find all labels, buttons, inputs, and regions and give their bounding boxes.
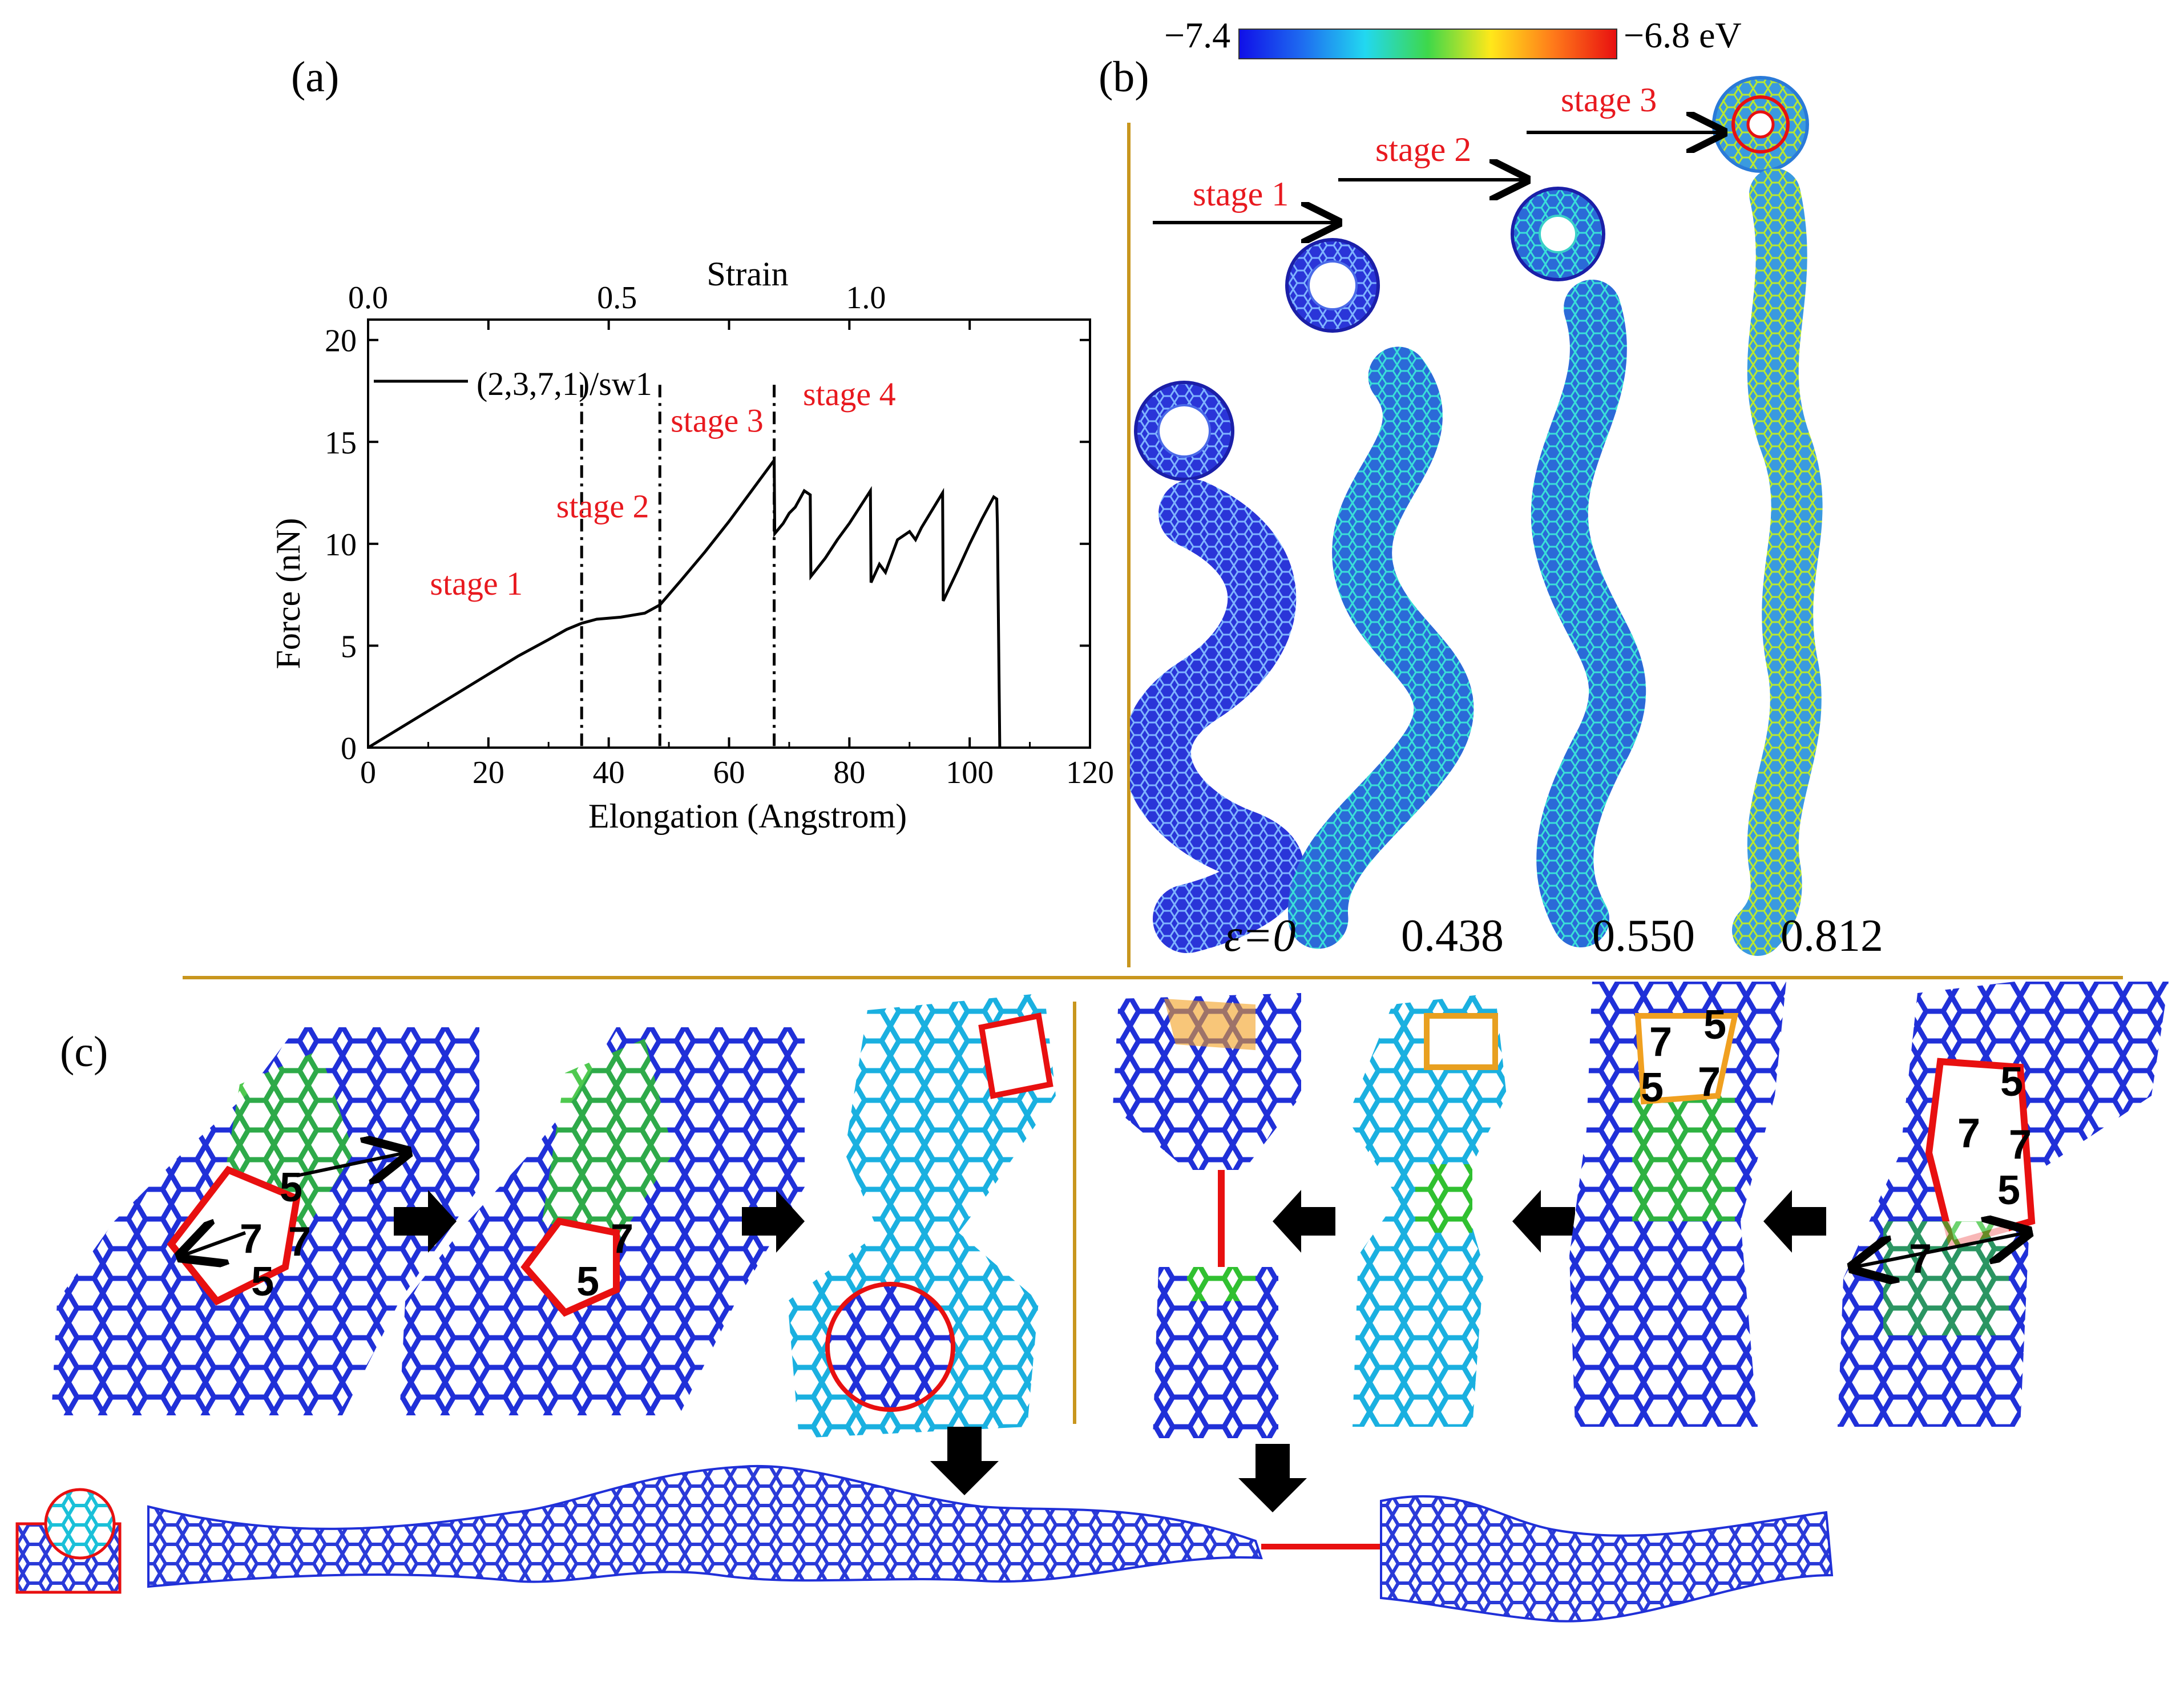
sequence-arrow-left-1 <box>1273 1190 1335 1253</box>
chart-svg: 0 20 40 60 80 100 120 0.0 0.5 1.0 0 5 10 15 20 (2,3,7,… <box>251 240 1141 856</box>
nanotube-strain-0550 <box>1511 187 1646 947</box>
panel-label-b: (b) <box>1099 53 1149 101</box>
defect-label: 7 <box>240 1216 263 1262</box>
sequence-arrow-right-2 <box>742 1190 805 1253</box>
panel-b-divider <box>1127 123 1131 967</box>
y-axis-label: Force (nN) <box>269 518 307 669</box>
sequence-arrow-left-2 <box>1512 1190 1575 1253</box>
stage-labels: stage 1 stage 2 stage 3 stage 4 <box>430 376 895 602</box>
defect-label: 5 <box>251 1259 274 1305</box>
nanotube-strain-0438 <box>1285 238 1474 949</box>
sequence-arrow-down-1 <box>930 1427 999 1495</box>
stage-3-label: stage 3 <box>1561 81 1657 119</box>
defect-label: 5 <box>2000 1059 2023 1105</box>
stage-2-label: stage 2 <box>1375 131 1471 168</box>
defect-snapshot-7: 5 7 7 5 7 <box>1838 982 2169 1427</box>
strain-arrow-right <box>1940 1233 2026 1250</box>
x-tick-label: 60 <box>713 755 745 790</box>
top-tick-label: 0.0 <box>348 280 388 316</box>
fractured-nanotube-full <box>15 1464 1834 1623</box>
panel-b-structures: stage 1 stage 2 stage 3 <box>1130 76 1823 956</box>
y-tick-label: 10 <box>325 527 357 563</box>
top-axis-label: Strain <box>707 255 788 293</box>
strain-arrow-left <box>183 1233 247 1256</box>
stage-label: stage 3 <box>671 402 764 439</box>
panel-c-structures: 5 7 7 5 7 5 7 <box>15 982 2169 1623</box>
defect-label: 5 <box>1641 1065 1664 1111</box>
sequence-arrow-left-3 <box>1763 1190 1826 1253</box>
x-tick-label: 120 <box>1066 755 1114 790</box>
strain-label-2: 0.550 <box>1592 911 1695 961</box>
defect-label: 7 <box>1957 1111 1980 1156</box>
panel-c-vertical-divider <box>1073 1002 1076 1424</box>
strain-label-0: ε=0 <box>1224 911 1296 961</box>
defect-label: 5 <box>576 1259 599 1305</box>
strain-label-3: 0.812 <box>1781 911 1883 961</box>
sequence-arrow-right-1 <box>394 1190 457 1253</box>
defect-label: 7 <box>1909 1236 1932 1282</box>
defect-label: 7 <box>1649 1019 1672 1065</box>
top-tick-label: 1.0 <box>846 280 886 316</box>
y-tick-label: 20 <box>325 324 357 359</box>
stage-divider-lines <box>580 385 776 748</box>
x-tick-label: 20 <box>473 755 504 790</box>
strain-arrow-left <box>1855 1250 1941 1267</box>
stage-1-arrow: stage 1 <box>1153 175 1335 223</box>
strain-arrow-right <box>296 1153 405 1176</box>
nanotube-strain-0 <box>1130 381 1304 953</box>
defect-label: 7 <box>2009 1122 2032 1168</box>
defect-label: 7 <box>611 1216 633 1262</box>
colorbar-min-label: −7.4 <box>1164 15 1231 55</box>
top-tick-label: 0.5 <box>597 280 637 316</box>
x-axis-label: Elongation (Angstrom) <box>588 797 907 835</box>
defect-label: 5 <box>280 1165 302 1210</box>
panel-label-a: (a) <box>291 53 340 101</box>
stage-label: stage 4 <box>803 376 896 413</box>
tube-end-view <box>15 1488 122 1594</box>
panel-c-divider <box>183 976 2123 979</box>
legend-label: (2,3,7,1)/sw1 <box>477 365 652 402</box>
defect-snapshot-1: 5 7 7 5 <box>51 1027 479 1415</box>
x-tick-label: 40 <box>593 755 625 790</box>
stage-label: stage 1 <box>430 565 523 602</box>
defect-snapshot-5 <box>1347 993 1507 1427</box>
defect-snapshot-6: 7 5 5 7 <box>1569 982 1786 1427</box>
strain-label-1: 0.438 <box>1401 911 1504 961</box>
nanotube-strain-0812 <box>1712 76 1823 956</box>
stage-3-arrow: stage 3 <box>1527 81 1721 132</box>
y-tick-label: 5 <box>341 629 357 664</box>
force-elongation-chart: 0 20 40 60 80 100 120 0.0 0.5 1.0 0 5 10 15 20 (2,3,7,… <box>251 240 1141 856</box>
force-curve <box>367 455 1002 749</box>
colorbar-max-label: −6.8 eV <box>1624 15 1742 55</box>
defect-snapshot-3 <box>788 993 1056 1438</box>
x-tick-label: 0 <box>360 755 376 790</box>
y-tick-label: 0 <box>341 731 357 766</box>
x-tick-label: 100 <box>946 755 994 790</box>
y-tick-label: 15 <box>325 425 357 461</box>
defect-label: 5 <box>1703 1002 1726 1048</box>
colorbar <box>1238 29 1617 59</box>
x-tick-label: 80 <box>833 755 865 790</box>
defect-label: 7 <box>1698 1059 1721 1105</box>
defect-label: 7 <box>288 1219 311 1265</box>
chart-axes: 0 20 40 60 80 100 120 0.0 0.5 1.0 0 5 10 15 20 <box>325 280 1114 790</box>
stage-label: stage 2 <box>556 487 649 524</box>
defect-snapshot-4 <box>1113 993 1301 1438</box>
chart-legend: (2,3,7,1)/sw1 <box>374 365 652 402</box>
defect-label: 5 <box>1997 1168 2020 1213</box>
stage-2-arrow: stage 2 <box>1338 131 1524 180</box>
panel-label-c: (c) <box>60 1028 108 1076</box>
defect-snapshot-2: 7 5 <box>399 1027 805 1415</box>
stage-1-label: stage 1 <box>1193 175 1289 213</box>
sequence-arrow-down-2 <box>1238 1444 1307 1512</box>
